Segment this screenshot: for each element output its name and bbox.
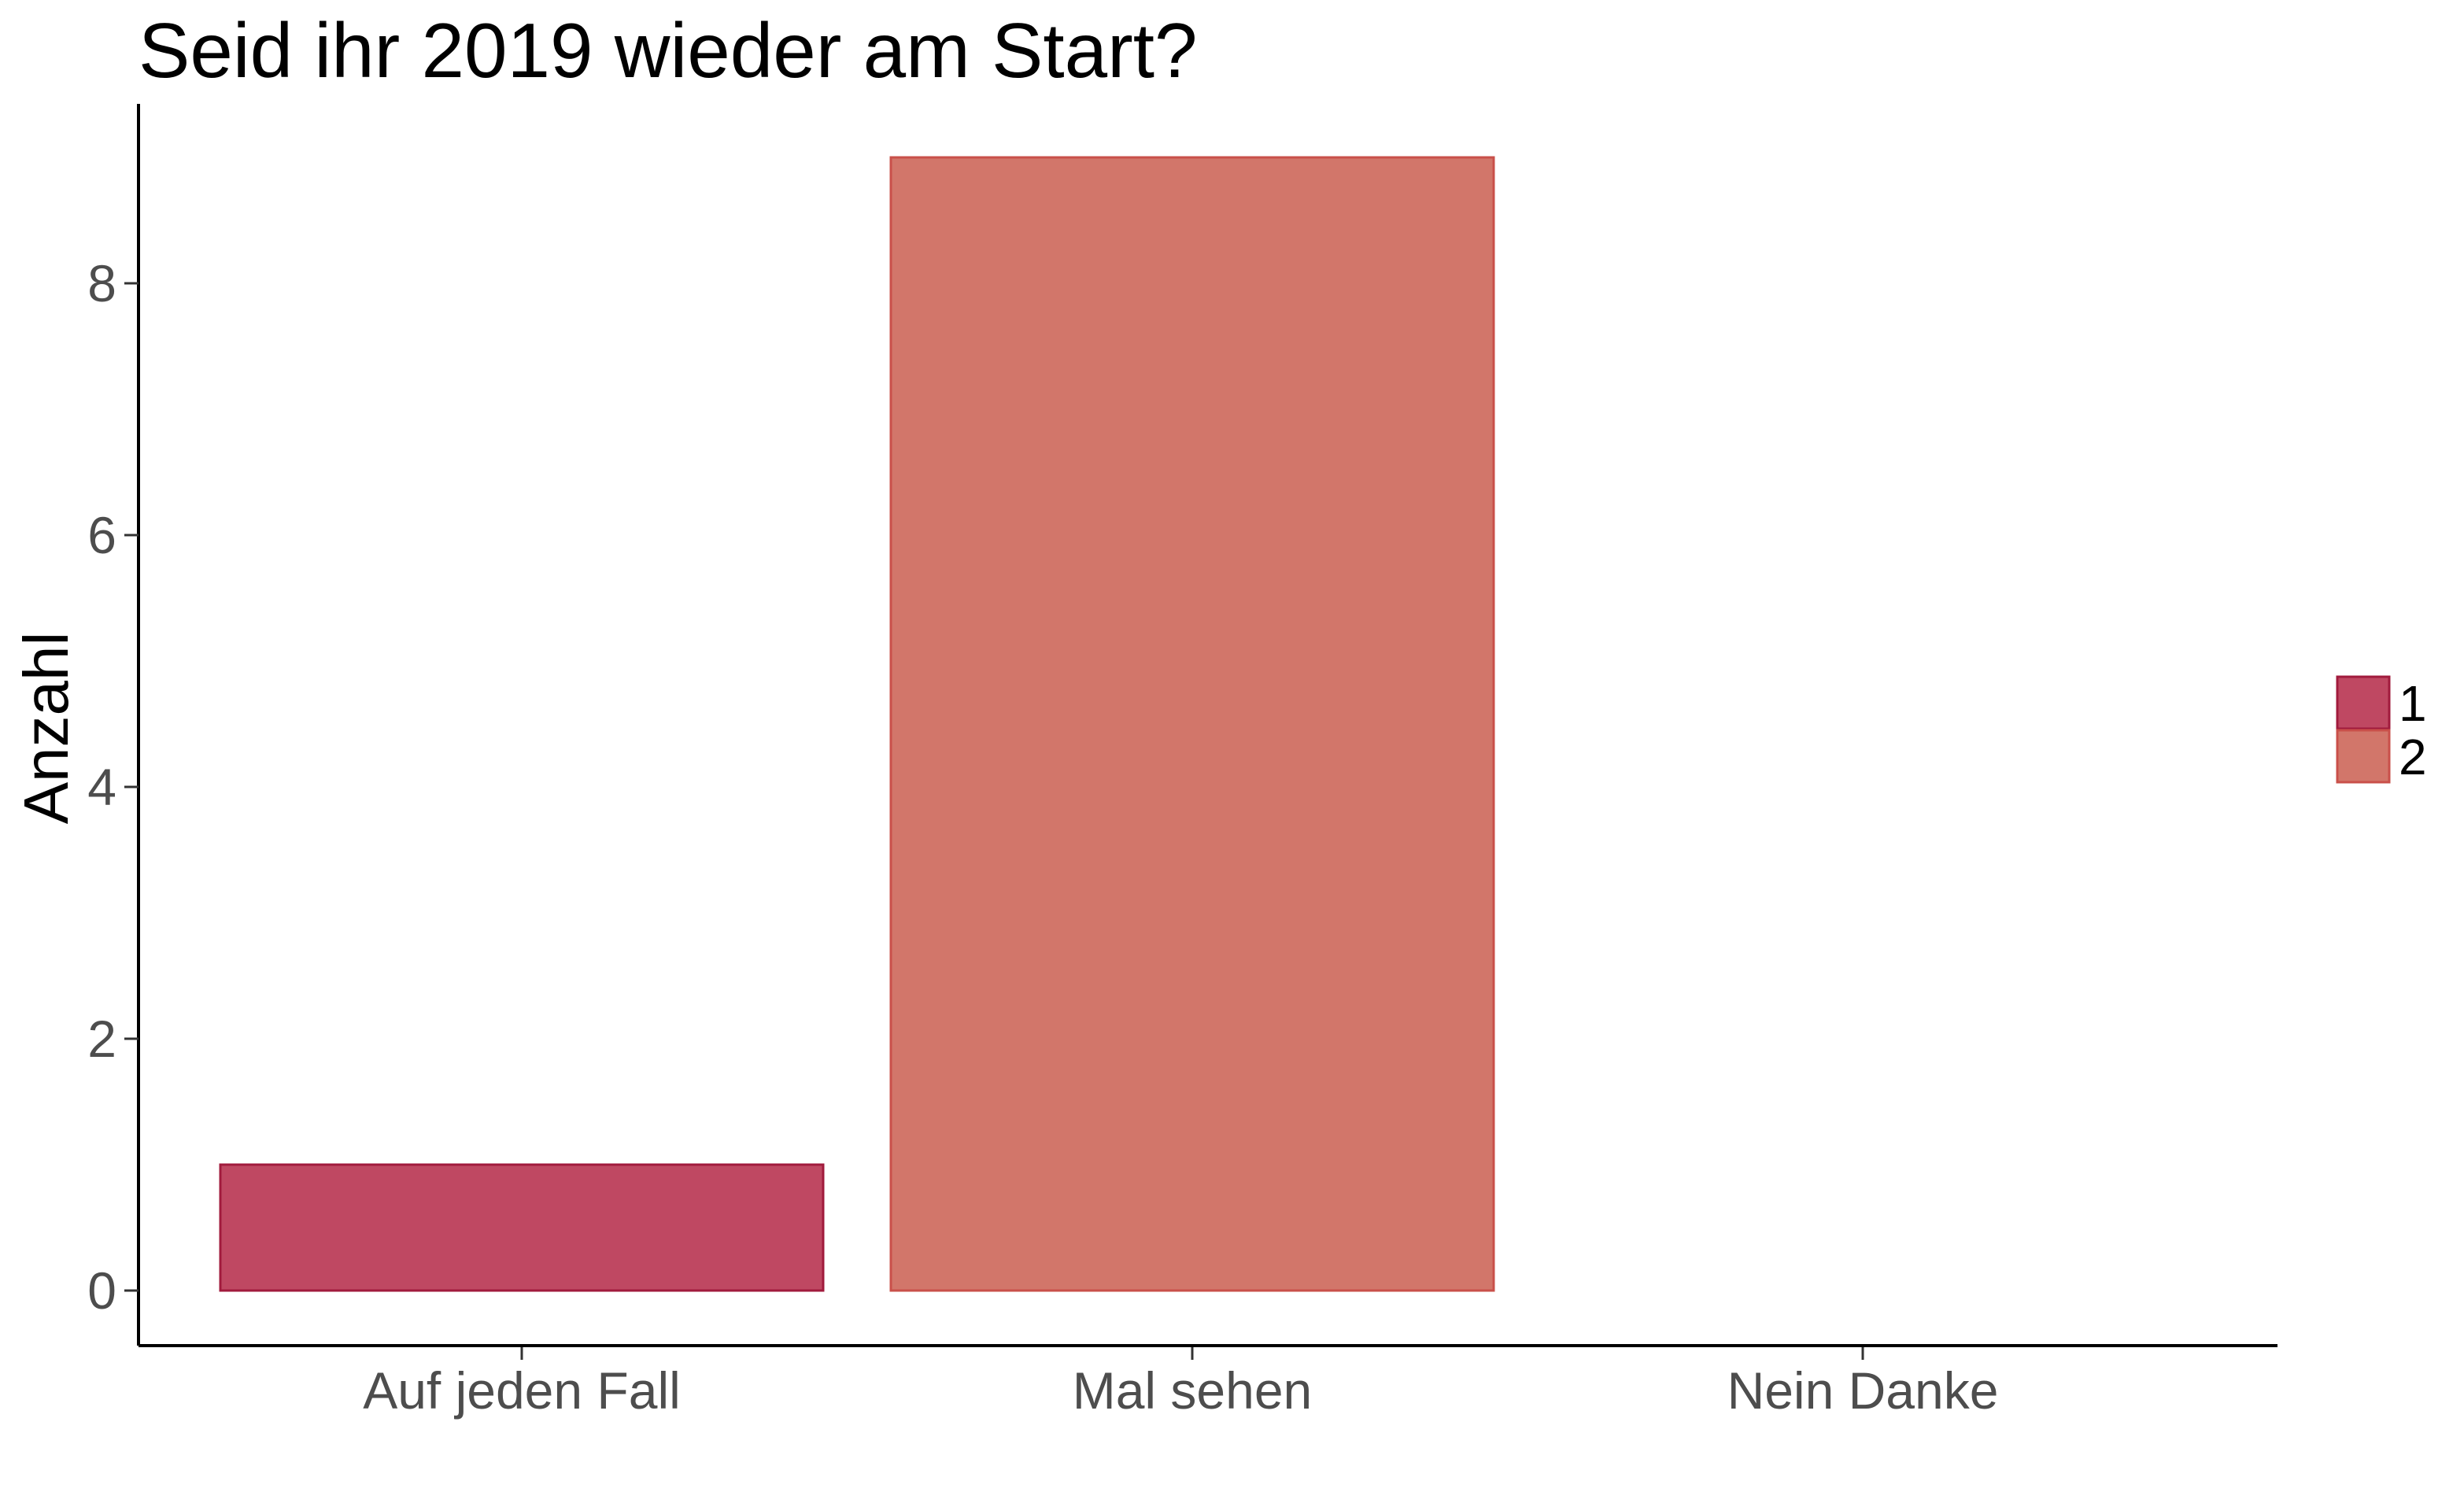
legend-key-2: [2336, 729, 2391, 784]
legend-key-1: [2336, 675, 2391, 730]
x-tick-label-2: Mal sehen: [1073, 1361, 1313, 1420]
y-tick-label-2: 2: [87, 1010, 116, 1068]
x-tick-label-1: Auf jeden Fall: [363, 1361, 681, 1420]
bar-2: [889, 156, 1495, 1292]
bar-1: [219, 1163, 825, 1292]
y-axis-title: Anzahl: [11, 632, 81, 825]
chart-title: Seid ihr 2019 wieder am Start?: [139, 7, 1198, 94]
legend-label-1: 1: [2399, 675, 2427, 732]
y-tick-label-6: 6: [87, 506, 116, 564]
y-tick-label-8: 8: [87, 254, 116, 312]
legend: 12: [2336, 675, 2427, 785]
y-tick-label-4: 4: [87, 758, 116, 816]
legend-label-2: 2: [2399, 729, 2427, 785]
y-tick-label-0: 0: [87, 1261, 116, 1320]
x-tick-label-3: Nein Danke: [1727, 1361, 1999, 1420]
plot-area: Auf jeden Fall Mal sehen Nein Danke 0 2 4 6 8: [87, 104, 2277, 1420]
